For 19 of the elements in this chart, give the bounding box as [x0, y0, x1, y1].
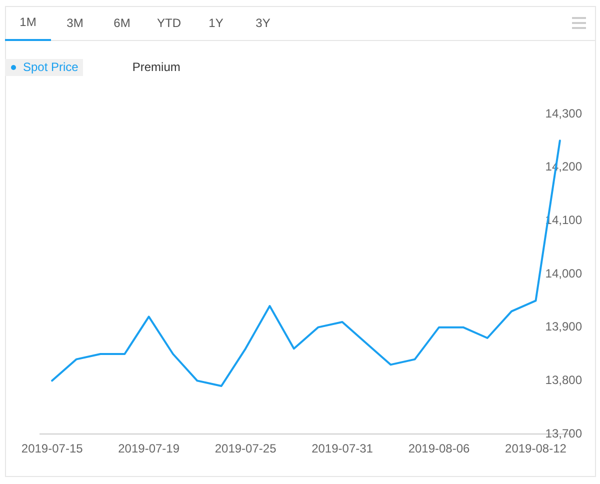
legend-label: Spot Price	[5, 59, 84, 76]
tab[interactable]: 1M	[5, 6, 51, 41]
x-tick-label: 2019-07-15	[21, 442, 84, 456]
y-tick-label: 13,800	[545, 372, 582, 387]
y-tick-label: 13,700	[545, 426, 582, 440]
x-tick-label: 2019-08-12	[505, 442, 567, 456]
tab[interactable]: 6M	[99, 6, 145, 40]
x-tick-label: 2019-07-25	[214, 442, 277, 456]
x-tick-label: 2019-07-31	[312, 442, 374, 456]
y-tick-label: 14,300	[545, 106, 582, 120]
y-tick-label: 13,900	[545, 320, 582, 334]
tab[interactable]: 3M	[52, 6, 98, 40]
x-tick-label: 2019-07-19	[118, 442, 180, 456]
tab[interactable]: 3Y	[240, 6, 286, 40]
tab[interactable]: 1Y	[193, 6, 239, 40]
y-tick-label: 14,000	[545, 266, 582, 280]
tab[interactable]: YTD	[146, 6, 192, 40]
x-tick-label: 2019-08-06	[408, 442, 470, 456]
text: Premium	[131, 59, 182, 76]
